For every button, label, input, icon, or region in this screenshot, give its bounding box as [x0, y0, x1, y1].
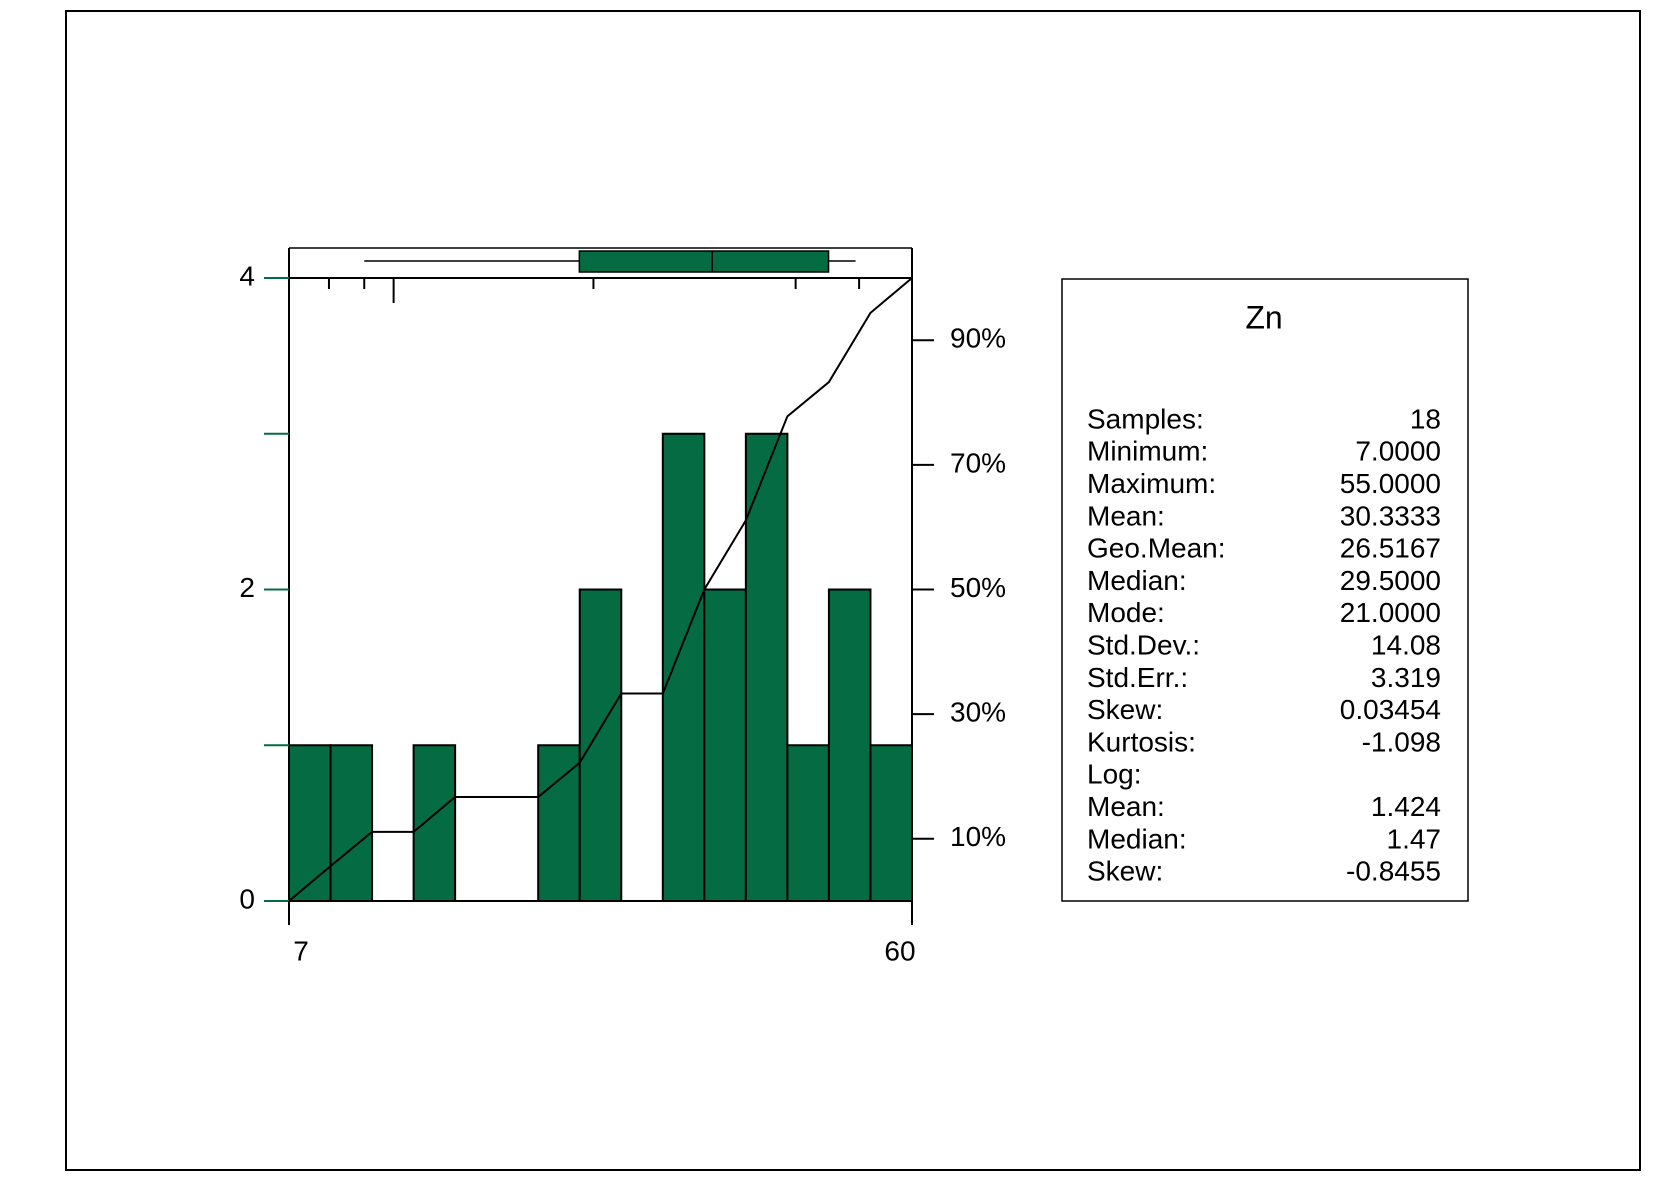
y2-tick-label: 70% [950, 447, 1006, 478]
bar [786, 744, 830, 902]
stat-value: 1.424 [1371, 791, 1441, 822]
stat-value: -0.8455 [1346, 856, 1441, 887]
bar [661, 432, 706, 902]
stat-value: 7.0000 [1355, 436, 1441, 467]
stat-label: Log: [1087, 759, 1142, 790]
y2-tick-label: 10% [950, 821, 1006, 852]
stat-label: Skew: [1087, 694, 1163, 725]
stat-label: Geo.Mean: [1087, 533, 1226, 564]
stat-value: 14.08 [1371, 629, 1441, 660]
x-tick-label: 60 [884, 935, 915, 966]
y2-tick-label: 50% [950, 572, 1006, 603]
stat-label: Skew: [1087, 856, 1163, 887]
stat-value: 26.5167 [1340, 533, 1441, 564]
stat-label: Std.Dev.: [1087, 629, 1200, 660]
y-tick-label: 0 [239, 883, 255, 914]
bar [578, 588, 623, 902]
stat-value: 30.3333 [1340, 500, 1441, 531]
stat-value: 55.0000 [1340, 468, 1441, 499]
stats-panel [1061, 278, 1469, 902]
stat-label: Median: [1087, 565, 1187, 596]
stat-value: 29.5000 [1340, 565, 1441, 596]
stat-label: Mean: [1087, 500, 1165, 531]
stat-value: 18 [1410, 403, 1441, 434]
stat-value: 3.319 [1371, 662, 1441, 693]
stats-title: Zn [1245, 299, 1282, 335]
stat-value: -1.098 [1362, 726, 1441, 757]
stat-label: Mode: [1087, 597, 1165, 628]
y-tick-label: 4 [239, 260, 255, 291]
x-tick-label: 7 [293, 935, 309, 966]
outer-frame [65, 10, 1641, 1171]
bar [329, 744, 374, 902]
box [578, 250, 830, 273]
stat-label: Std.Err.: [1087, 662, 1188, 693]
stat-value: 21.0000 [1340, 597, 1441, 628]
stat-value: 0.03454 [1340, 694, 1441, 725]
stat-label: Samples: [1087, 403, 1204, 434]
y2-tick-label: 30% [950, 696, 1006, 727]
bar [288, 744, 332, 902]
y2-tick-label: 90% [950, 323, 1006, 354]
bar [412, 744, 457, 902]
stat-label: Kurtosis: [1087, 726, 1196, 757]
stat-label: Mean: [1087, 791, 1165, 822]
stat-label: Median: [1087, 823, 1187, 854]
stat-label: Minimum: [1087, 436, 1208, 467]
stat-label: Maximum: [1087, 468, 1216, 499]
stat-value: 1.47 [1387, 823, 1442, 854]
y-tick-label: 2 [239, 572, 255, 603]
cumulative-line [288, 277, 913, 902]
bar [869, 744, 913, 902]
bar [827, 588, 872, 902]
bar [703, 588, 747, 902]
